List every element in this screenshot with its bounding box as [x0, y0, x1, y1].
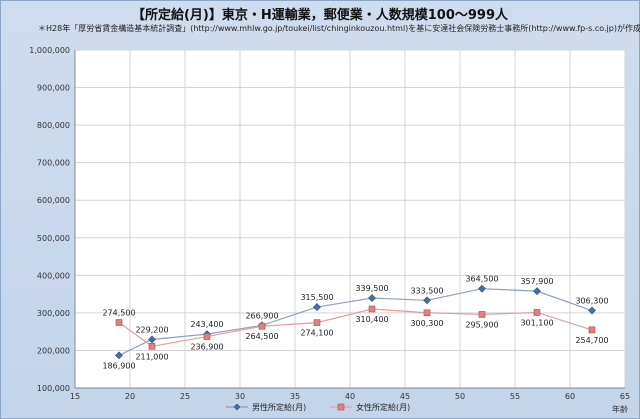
female-data-point [478, 311, 486, 318]
female-data-point [148, 343, 156, 350]
y-tick-label: 1,000,000 [29, 46, 70, 55]
legend-marker-male [233, 403, 241, 411]
x-tick-label: 45 [400, 392, 410, 401]
male-data-label: 186,900 [102, 361, 135, 370]
male-data-label: 333,500 [410, 286, 443, 295]
female-data-label: 295,900 [465, 320, 498, 329]
chart-subtitle: ＊H28年「厚労省賃金構造基本統計調査」(http://www.mhlw.go.… [38, 24, 640, 33]
female-data-label: 274,100 [300, 329, 333, 338]
male-data-label: 315,500 [300, 293, 333, 302]
series-group [115, 284, 596, 360]
x-tick-label: 50 [455, 392, 465, 401]
female-data-point [313, 319, 321, 326]
male-data-label: 339,500 [355, 284, 388, 293]
male-data-point [115, 351, 123, 360]
male-data-point [588, 306, 596, 315]
male-data-label: 306,300 [575, 297, 608, 306]
female-data-label: 310,400 [355, 315, 388, 324]
legend-marker-female [337, 403, 345, 411]
female-data-label: 254,700 [575, 336, 608, 345]
y-tick-label: 800,000 [37, 121, 70, 130]
legend: 男性所定給(月) 女性所定給(月) [226, 402, 410, 412]
y-tick-label: 400,000 [37, 271, 70, 280]
male-series-line [118, 288, 593, 356]
female-data-label: 264,500 [245, 332, 278, 341]
female-data-point [533, 309, 541, 316]
male-data-point [148, 335, 156, 344]
male-data-label: 357,900 [520, 277, 553, 286]
x-tick-label: 55 [510, 392, 520, 401]
y-tick-label: 100,000 [37, 384, 70, 393]
male-data-label: 266,900 [245, 311, 278, 320]
x-tick-label: 60 [565, 392, 575, 401]
x-tick-label: 40 [345, 392, 355, 401]
x-tick-label: 20 [125, 392, 135, 401]
y-tick-label: 700,000 [37, 159, 70, 168]
male-data-point [368, 294, 376, 302]
male-data-point [533, 287, 541, 296]
female-data-point [258, 322, 266, 330]
female-data-label: 211,000 [135, 352, 168, 361]
chart-title: 【所定給(月)】東京・H運輸業，郵便業・人数規模100～999人 [131, 8, 509, 23]
x-tick-label: 30 [235, 392, 245, 401]
female-data-label: 274,500 [102, 308, 135, 317]
y-tick-label: 300,000 [37, 309, 70, 318]
data-labels: 186,900 229,200 243,400 266,900 315,500 339,5… [102, 275, 608, 371]
male-data-label: 243,400 [190, 320, 223, 329]
y-tick-label: 500,000 [37, 234, 70, 243]
male-data-label: 229,200 [135, 325, 168, 334]
male-data-point [423, 296, 431, 305]
male-data-label: 364,500 [465, 275, 498, 284]
female-series-line [118, 308, 593, 347]
female-data-point [203, 333, 211, 340]
y-tick-label: 200,000 [37, 346, 70, 355]
x-tick-label: 35 [290, 392, 300, 401]
y-tick-label: 900,000 [37, 84, 70, 93]
x-tick-label: 15 [70, 392, 80, 401]
axes: 100,000 200,000 300,000 400,000 500,000 600,0… [29, 46, 630, 401]
x-tick-label: 65 [620, 392, 630, 401]
female-data-point [423, 309, 431, 317]
y-tick-label: 600,000 [37, 196, 70, 205]
x-tick-label: 25 [180, 392, 190, 401]
legend-label-male: 男性所定給(月) [252, 402, 306, 412]
female-data-point [368, 305, 376, 313]
female-data-label: 300,300 [410, 319, 443, 328]
male-data-point [478, 284, 486, 293]
female-data-point [588, 326, 596, 334]
female-data-label: 236,900 [190, 343, 223, 352]
legend-label-female: 女性所定給(月) [356, 402, 410, 412]
female-data-point [115, 319, 123, 326]
x-axis-title: 年齢 [612, 404, 628, 414]
male-data-point [313, 303, 321, 311]
female-data-label: 301,100 [520, 318, 553, 327]
